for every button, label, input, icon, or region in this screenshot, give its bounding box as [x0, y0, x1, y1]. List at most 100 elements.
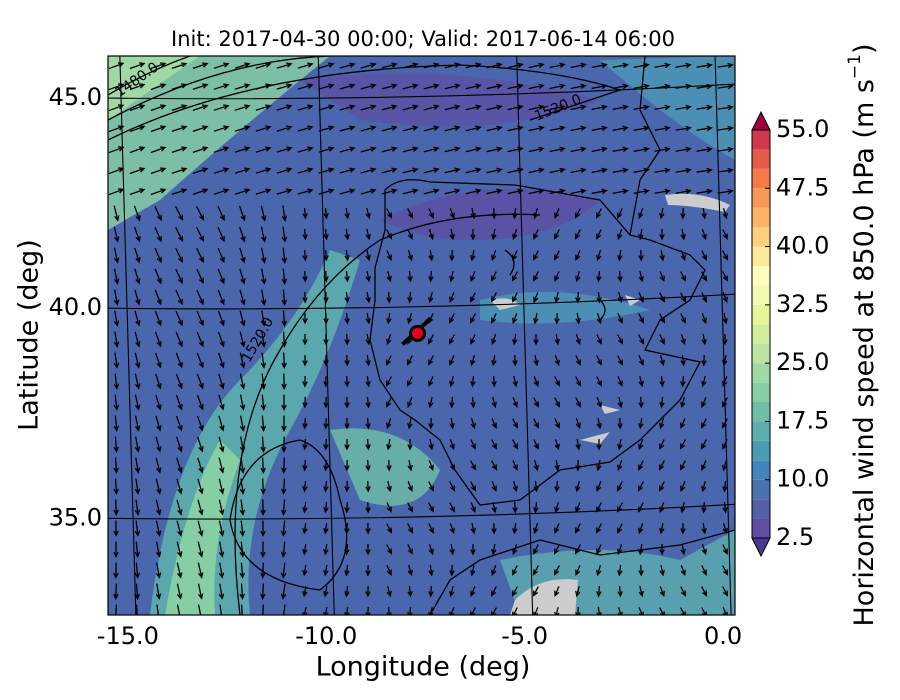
wind-arrow: [638, 270, 644, 283]
wind-arrow: [360, 104, 377, 111]
wind-arrow: [176, 436, 183, 453]
wind-arrow: [617, 438, 623, 451]
wind-arrow: [528, 125, 545, 132]
wind-arrow: [591, 104, 608, 111]
wind-arrow: [302, 228, 308, 241]
wind-arrow: [696, 188, 713, 195]
wind-arrow: [675, 167, 692, 174]
wind-arrow: [239, 394, 246, 411]
wind-arrow: [512, 481, 518, 493]
wind-arrow: [491, 543, 497, 556]
wind-arrow: [156, 604, 162, 615]
wind-arrow: [654, 125, 671, 132]
wind-arrow: [617, 481, 623, 492]
wind-arrow: [154, 226, 162, 243]
wind-arrow: [428, 208, 434, 219]
wind-arrow: [297, 104, 314, 111]
wind-arrow: [637, 481, 644, 492]
wind-arrow: [491, 481, 497, 493]
wind-arrow: [701, 292, 707, 303]
colorbar: 2.5 10.0 17.5 25.0 32.5 40.0 47.5 55.0: [751, 110, 829, 558]
wind-arrow: [217, 247, 225, 264]
wind-arrow: [134, 457, 141, 474]
wind-arrow: [134, 436, 141, 453]
wind-arrow: [360, 167, 377, 174]
wind-arrow: [218, 373, 225, 390]
wind-arrow: [134, 583, 140, 600]
wind-arrow: [428, 376, 434, 387]
wind-arrow: [218, 520, 225, 537]
wind-arrow: [469, 313, 476, 324]
wind-arrow: [280, 562, 287, 579]
wind-arrow: [218, 436, 225, 453]
wind-arrow: [196, 268, 204, 285]
wind-arrow: [323, 438, 329, 451]
terrain-mask: [510, 579, 578, 615]
wind-arrow: [675, 125, 692, 132]
wind-arrow: [260, 541, 266, 558]
wind-arrow: [423, 167, 440, 174]
wind-arrow: [428, 544, 434, 556]
wind-arrow: [197, 583, 204, 600]
wind-arrow: [575, 271, 581, 283]
wind-arrow: [491, 334, 497, 346]
wind-arrow: [108, 188, 125, 196]
wind-arrow: [701, 271, 708, 282]
colorbar-label-end: ): [849, 43, 880, 54]
wind-arrow: [533, 544, 539, 555]
wind-arrow: [339, 104, 356, 111]
wind-arrow: [297, 125, 314, 132]
wind-arrow: [344, 270, 350, 283]
wind-arrow: [155, 583, 162, 600]
wind-arrow: [507, 188, 524, 195]
wind-arrow: [134, 562, 141, 579]
wind-arrow: [108, 146, 125, 154]
wind-arrow: [449, 481, 456, 492]
wind-arrow: [171, 104, 188, 112]
wind-arrow: [532, 250, 539, 261]
wind-arrow: [575, 397, 581, 408]
wind-arrow: [217, 226, 225, 243]
wind-arrow: [449, 396, 455, 409]
wind-arrow: [512, 397, 518, 408]
wind-arrow: [717, 188, 734, 195]
wind-arrow: [533, 292, 539, 304]
wind-arrow: [617, 460, 623, 472]
x-axis-label: Longitude (deg): [316, 652, 531, 683]
wind-arrow: [638, 523, 644, 535]
wind-arrow: [360, 188, 377, 195]
wind-arrow: [638, 313, 645, 324]
wind-arrow: [344, 291, 350, 304]
wind-arrow: [444, 104, 461, 111]
colorbar-bin: [752, 518, 770, 538]
wind-arrow: [638, 208, 644, 220]
wind-arrow: [113, 247, 120, 264]
wind-arrow: [407, 565, 413, 577]
coastline: [429, 529, 735, 615]
colorbar-bin: [752, 343, 770, 364]
wind-arrow: [549, 83, 566, 90]
wind-arrow: [612, 125, 629, 132]
wind-arrow: [302, 249, 308, 262]
wind-arrow: [701, 586, 708, 597]
wind-arrow: [449, 249, 455, 262]
wind-arrow: [533, 586, 539, 597]
wind-arrow: [507, 83, 524, 90]
wind-arrow: [154, 331, 162, 348]
wind-arrow: [428, 481, 434, 492]
wind-arrow: [197, 541, 204, 558]
wind-arrow: [192, 83, 209, 90]
wind-arrow: [196, 289, 204, 306]
x-tick-label: -10.0: [295, 622, 357, 650]
wind-arrow: [323, 501, 329, 514]
wind-arrow: [717, 167, 734, 174]
wind-arrow: [654, 146, 671, 153]
wind-arrow: [533, 312, 539, 325]
wind-arrow: [680, 481, 686, 493]
wind-arrow: [365, 354, 371, 367]
wind-arrow: [113, 478, 119, 495]
field-band: [108, 56, 330, 230]
wind-arrow: [344, 333, 350, 346]
wind-arrow: [659, 355, 665, 367]
wind-arrow: [365, 543, 371, 556]
